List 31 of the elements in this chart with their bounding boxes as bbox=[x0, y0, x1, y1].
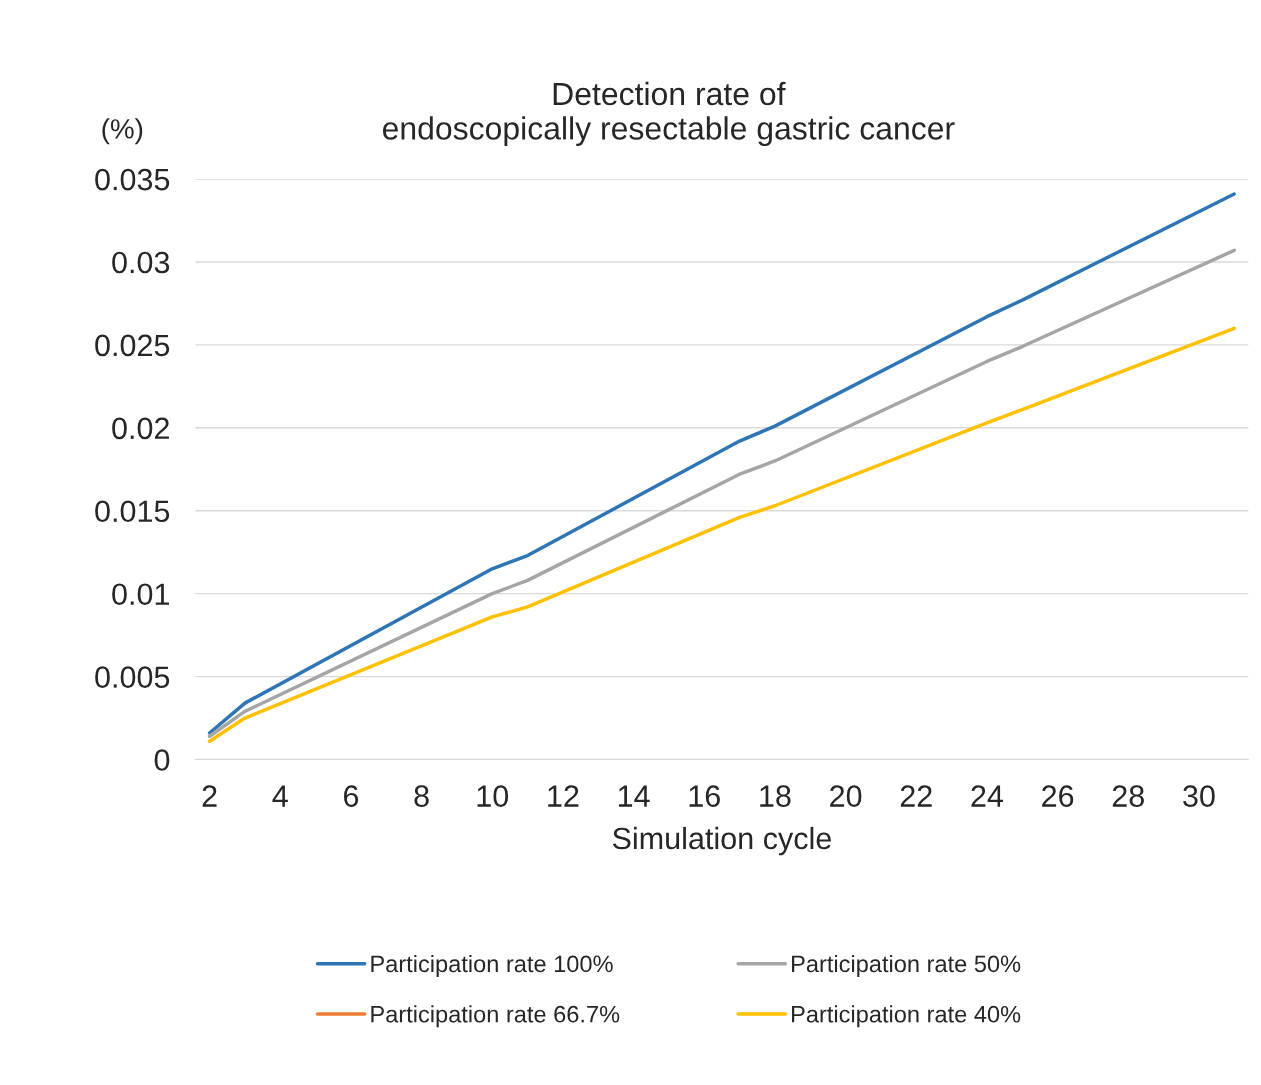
y-tick-label: 0 bbox=[154, 749, 170, 771]
y-tick-label: 0.015 bbox=[95, 500, 170, 523]
x-tick-label: 24 bbox=[971, 785, 1004, 807]
y-tick-label: 0.02 bbox=[112, 417, 169, 440]
x-tick-label: 2 bbox=[202, 785, 217, 807]
x-tick-label: 4 bbox=[272, 785, 288, 807]
y-tick-label: 0.005 bbox=[95, 666, 170, 688]
y-tick-label: 0.025 bbox=[95, 334, 170, 357]
x-tick-label: 30 bbox=[1183, 785, 1215, 807]
x-tick-label: 14 bbox=[618, 785, 650, 807]
x-tick-label: 10 bbox=[477, 785, 509, 807]
x-tick-label: 18 bbox=[760, 785, 791, 807]
x-tick-label: 16 bbox=[689, 785, 720, 807]
x-tick-label: 20 bbox=[830, 785, 862, 807]
line-series bbox=[207, 326, 1236, 743]
y-tick-label: 0.035 bbox=[95, 168, 170, 191]
x-tick-label: 8 bbox=[414, 785, 429, 807]
legend-label: Participation rate 100% bbox=[371, 954, 613, 977]
chart-title: Detection rate of endoscopically resectable gastric cancer bbox=[382, 81, 955, 147]
y-tick-label: 0.03 bbox=[112, 251, 170, 274]
y-tick-label: 0.01 bbox=[112, 583, 169, 606]
legend-label: Participation rate 66.7% bbox=[371, 1005, 620, 1028]
x-tick-label: 22 bbox=[900, 785, 932, 807]
legend-label: Participation rate 40% bbox=[792, 1005, 1021, 1028]
x-tick-label: 6 bbox=[343, 785, 359, 807]
x-tick-label: 26 bbox=[1042, 785, 1074, 807]
x-axis-title: Simulation cycle bbox=[612, 826, 831, 856]
y-axis-title: (%) bbox=[102, 118, 143, 145]
x-tick-label: 28 bbox=[1112, 785, 1144, 807]
legend-label: Participation rate 50% bbox=[792, 954, 1021, 977]
x-tick-label: 12 bbox=[548, 785, 579, 807]
